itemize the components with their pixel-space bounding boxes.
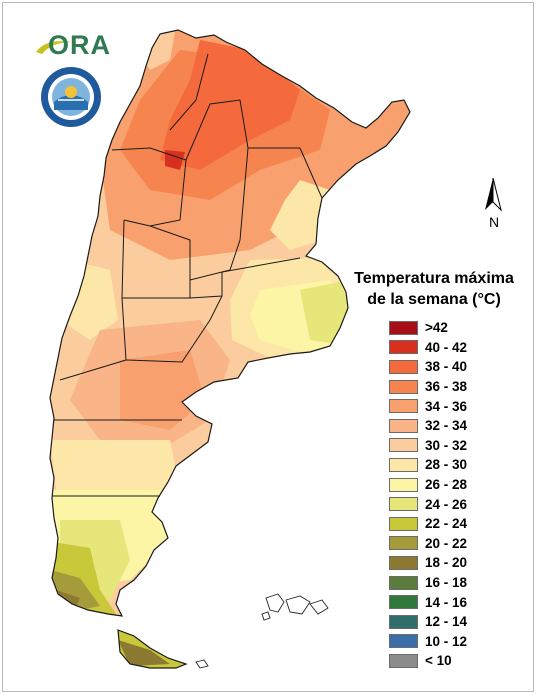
legend-item: 14 - 16 [389,592,467,612]
legend-label: 34 - 36 [425,398,468,414]
legend-swatch [389,516,418,531]
smn-seal-logo [41,67,101,127]
legend-title-line-2: de la semana (°C) [367,291,501,308]
islands [195,593,329,669]
legend-label: 40 - 42 [425,339,468,355]
legend-item: 36 - 38 [389,377,467,397]
legend-label: 22 - 24 [425,516,468,532]
legend-label: >42 [425,320,448,336]
legend-item: 22 - 24 [389,514,467,534]
legend-swatch [389,359,418,374]
legend-item: 16 - 18 [389,573,467,593]
legend-swatch [389,555,418,570]
legend-swatch [389,457,418,472]
legend-label: 38 - 40 [425,359,468,375]
legend-swatch [389,379,418,394]
legend: >42 40 - 42 38 - 40 36 - 38 34 - 36 32 - 34 30… [389,318,467,671]
legend-title: Temperatura máxima de la semana (°C) [340,268,528,310]
legend-swatch [389,497,418,512]
legend-title-line-1: Temperatura máxima [354,270,514,287]
legend-swatch [389,418,418,433]
legend-label: 10 - 12 [425,633,468,649]
ora-logo: ORA [34,28,110,60]
north-arrow-icon [485,177,502,212]
legend-label: 36 - 38 [425,379,468,395]
legend-item: 30 - 32 [389,436,467,456]
legend-label: 18 - 20 [425,555,468,571]
legend-label: 30 - 32 [425,437,468,453]
legend-label: < 10 [425,653,452,669]
legend-label: 26 - 28 [425,477,468,493]
legend-swatch [389,399,418,414]
legend-label: 16 - 18 [425,575,468,591]
legend-label: 12 - 14 [425,614,468,630]
legend-label: 32 - 34 [425,418,468,434]
legend-swatch [389,320,418,335]
legend-item: 20 - 22 [389,534,467,554]
legend-swatch [389,634,418,649]
legend-item: 38 - 40 [389,357,467,377]
legend-label: 24 - 26 [425,496,468,512]
legend-item: < 10 [389,651,467,671]
legend-label: 20 - 22 [425,535,468,551]
legend-item: 12 - 14 [389,612,467,632]
legend-swatch [389,477,418,492]
legend-item: 32 - 34 [389,416,467,436]
legend-item: 26 - 28 [389,475,467,495]
legend-label: 14 - 16 [425,594,468,610]
legend-swatch [389,536,418,551]
legend-swatch [389,340,418,355]
legend-item: 34 - 36 [389,396,467,416]
legend-item: >42 [389,318,467,338]
legend-item: 40 - 42 [389,338,467,358]
north-label: N [489,214,500,230]
legend-item: 18 - 20 [389,553,467,573]
legend-item: 28 - 30 [389,455,467,475]
legend-swatch [389,595,418,610]
leaf-arc-icon [36,41,72,54]
legend-item: 24 - 26 [389,494,467,514]
legend-label: 28 - 30 [425,457,468,473]
ora-wordmark: ORA [48,30,111,60]
legend-swatch [389,438,418,453]
legend-swatch [389,653,418,668]
legend-item: 10 - 12 [389,632,467,652]
province-borders [49,29,411,669]
legend-swatch [389,614,418,629]
legend-swatch [389,575,418,590]
